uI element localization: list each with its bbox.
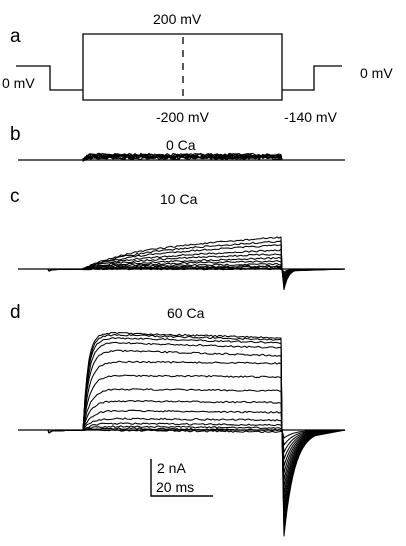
panel-d: d 60 Ca (10, 302, 346, 537)
traces-b (18, 152, 345, 162)
traces-b-trace (18, 152, 345, 162)
traces-c-trace (18, 256, 346, 283)
traces-c (18, 236, 346, 291)
condition-label-b: 0 Ca (166, 137, 196, 153)
traces-d-trace (18, 336, 346, 523)
traces-d (18, 331, 346, 537)
panel-letter-c: c (10, 186, 20, 207)
panel-letter-a: a (10, 26, 21, 47)
traces-d-trace (18, 331, 346, 537)
traces-d-trace (18, 349, 346, 509)
traces-c-trace (18, 248, 346, 286)
traces-d-trace (18, 428, 346, 439)
panel-letter-d: d (10, 302, 21, 323)
traces-c-trace (18, 264, 346, 278)
traces-c-trace (18, 240, 346, 289)
traces-d-trace (18, 427, 346, 446)
traces-d-trace (18, 417, 346, 467)
label-0mv-left: 0 mV (2, 75, 35, 91)
condition-label-d: 60 Ca (167, 305, 205, 321)
label-0mv-right: 0 mV (360, 65, 393, 81)
traces-d-trace (18, 360, 346, 502)
scale-bar-lines (150, 459, 213, 497)
scale-bar-time-label: 20 ms (156, 479, 194, 495)
traces-c-trace (18, 263, 346, 279)
scale-bar: 2 nA 20 ms (150, 459, 213, 497)
traces-b-trace (18, 155, 345, 162)
traces-d-trace (18, 400, 346, 481)
traces-d-trace (18, 388, 346, 488)
traces-d-trace (18, 422, 346, 460)
traces-d-trace (18, 341, 346, 516)
panel-a: a 200 mV 0 mV -200 mV -140 mV 0 mV (2, 11, 393, 125)
traces-d-trace (18, 374, 346, 495)
panel-b: b 0 Ca (10, 124, 345, 162)
panel-letter-b: b (10, 124, 21, 145)
traces-d-trace (18, 334, 346, 530)
traces-c-trace (18, 253, 346, 284)
traces-d-trace (18, 409, 346, 474)
label-minus-140mv: -140 mV (284, 109, 338, 125)
scale-bar-current-label: 2 nA (157, 460, 186, 476)
traces-d-trace (18, 425, 346, 453)
label-minus-200mv: -200 mV (156, 109, 210, 125)
voltage-protocol (16, 33, 342, 101)
traces-c-trace (18, 236, 346, 291)
panel-c: c 10 Ca (10, 186, 346, 291)
label-200mv: 200 mV (153, 11, 202, 27)
traces-c-trace (18, 244, 346, 287)
condition-label-c: 10 Ca (160, 191, 198, 207)
